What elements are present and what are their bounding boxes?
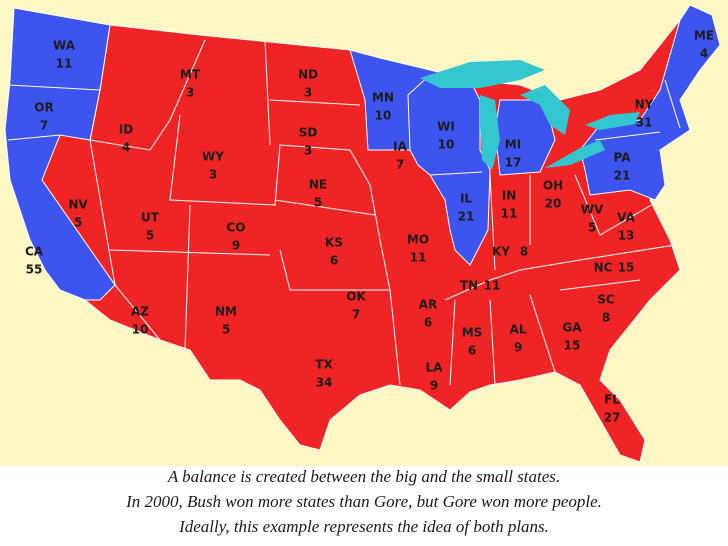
state-votes: 34 [316, 376, 333, 390]
state-abbr: VA [617, 211, 635, 225]
state-votes: 6 [424, 316, 432, 330]
state-votes: 3 [304, 144, 312, 158]
state-votes: 7 [352, 308, 360, 322]
mn-wi-border [407, 74, 431, 151]
state-abbr: WI [437, 120, 455, 134]
state-votes: 9 [514, 341, 522, 355]
state-abbr: KS [325, 236, 343, 250]
state-votes: 15 [618, 261, 635, 275]
state-votes: 17 [505, 156, 522, 170]
state-abbr: UT [141, 211, 160, 225]
state-votes: 4 [122, 141, 130, 155]
state-votes: 5 [588, 221, 596, 235]
caption-line: In 2000, Bush won more states than Gore,… [125, 492, 602, 511]
state-votes: 3 [304, 86, 312, 100]
great-lakes [420, 60, 640, 170]
ne-borders [664, 79, 681, 129]
state-abbr: PA [614, 151, 632, 165]
state-abbr: NY [635, 98, 654, 112]
state-abbr: IA [393, 140, 407, 154]
state-abbr: AR [419, 298, 438, 312]
state-abbr: WV [581, 203, 604, 217]
state-votes: 55 [26, 263, 43, 277]
state-abbr: CA [25, 245, 44, 259]
caption-line: Ideally, this example represents the ide… [178, 517, 549, 536]
state-abbr: ND [298, 68, 318, 82]
state-abbr: AZ [131, 305, 149, 319]
wa-or-border [7, 84, 101, 91]
state-votes: 11 [484, 279, 501, 293]
state-votes: 9 [430, 379, 438, 393]
state-votes: 9 [232, 239, 240, 253]
state-abbr: WY [202, 150, 224, 164]
state-abbr: TN [460, 279, 478, 293]
state-abbr: ID [119, 123, 133, 137]
or-ca-border [7, 134, 61, 141]
blue-northeast [579, 4, 721, 201]
state-abbr: GA [562, 321, 582, 335]
state-abbr: AL [510, 323, 527, 337]
state-abbr: OK [346, 290, 366, 304]
state-votes: 7 [396, 158, 404, 172]
state-votes: 4 [700, 47, 708, 61]
state-votes: 3 [186, 86, 194, 100]
state-abbr: OR [34, 101, 53, 115]
state-abbr: OH [543, 179, 563, 193]
state-abbr: ME [694, 29, 714, 43]
caption-line: A balance is created between the big and… [167, 467, 560, 486]
state-abbr: IN [502, 189, 517, 203]
state-abbr: IL [460, 192, 472, 206]
state-abbr: TX [315, 358, 333, 372]
state-abbr: NV [68, 198, 88, 212]
state-votes: 5 [222, 323, 230, 337]
blue-west [4, 7, 116, 301]
state-votes: 8 [520, 245, 528, 259]
state-votes: 11 [410, 251, 427, 265]
state-abbr: MT [180, 68, 201, 82]
state-votes: 11 [501, 207, 518, 221]
state-abbr: MO [407, 233, 429, 247]
state-votes: 3 [209, 168, 217, 182]
state-votes: 5 [146, 229, 154, 243]
state-abbr: NM [215, 305, 237, 319]
state-votes: 20 [545, 197, 562, 211]
state-votes: 10 [132, 323, 149, 337]
state-votes: 15 [564, 339, 581, 353]
state-votes: 6 [330, 254, 338, 268]
state-votes: 31 [636, 116, 653, 130]
state-votes: 7 [40, 119, 48, 133]
state-votes: 5 [74, 216, 82, 230]
state-abbr: CO [226, 221, 245, 235]
state-votes: 21 [458, 210, 475, 224]
caption-box [0, 466, 728, 546]
state-abbr: FL [604, 393, 620, 407]
state-abbr: MS [462, 326, 483, 340]
wi-il-border [429, 171, 483, 176]
state-votes: 21 [614, 169, 631, 183]
state-abbr: KY [492, 245, 510, 259]
state-abbr: SC [597, 293, 615, 307]
state-votes: 8 [602, 311, 610, 325]
state-votes: 10 [375, 109, 392, 123]
state-votes: 6 [468, 344, 476, 358]
state-abbr: NE [309, 178, 327, 192]
state-abbr: SD [299, 126, 318, 140]
state-votes: 13 [618, 229, 635, 243]
state-abbr: NC [594, 261, 613, 275]
state-abbr: WA [53, 39, 76, 53]
state-votes: 10 [438, 138, 455, 152]
state-votes: 5 [314, 196, 322, 210]
state-votes: 11 [56, 57, 73, 71]
state-abbr: MN [372, 91, 394, 105]
state-abbr: LA [426, 361, 444, 375]
state-votes: 27 [604, 411, 621, 425]
state-abbr: MI [505, 138, 521, 152]
pa-ny-border [594, 131, 661, 141]
